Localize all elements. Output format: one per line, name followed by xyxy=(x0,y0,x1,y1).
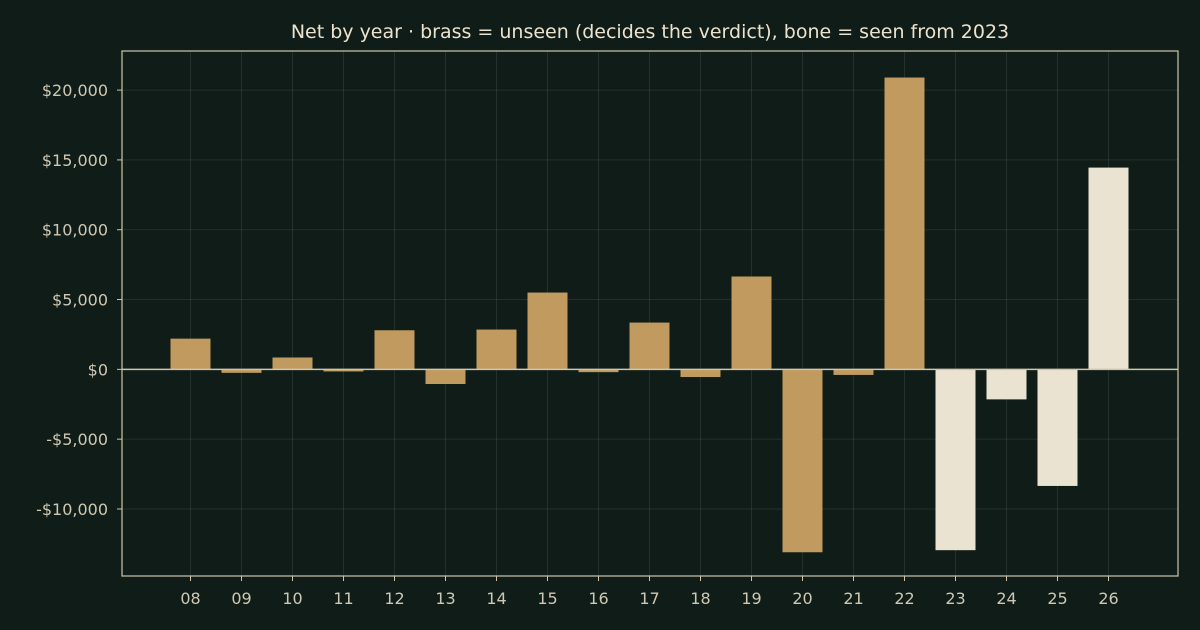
y-tick-label: $5,000 xyxy=(52,291,108,310)
bar-23 xyxy=(935,369,976,551)
x-tick-label: 22 xyxy=(894,589,914,608)
x-axis-ticks: 08 09 10 11 12 13 14 15 16 17 18 19 20 21 22 23 24 25 26 xyxy=(180,576,1119,608)
bar-20 xyxy=(782,369,823,553)
bar-14 xyxy=(476,329,517,370)
bar-18 xyxy=(680,369,721,378)
x-tick-label: 20 xyxy=(792,589,812,608)
bar-24 xyxy=(986,369,1027,400)
bar-19 xyxy=(731,276,772,370)
bar-11 xyxy=(323,369,364,372)
y-axis-ticks: -$10,000 -$5,000 $0 $5,000 $10,000 $15,000 $20… xyxy=(36,81,122,519)
x-tick-label: 21 xyxy=(843,589,863,608)
y-tick-label: -$10,000 xyxy=(36,500,108,519)
y-tick-label: -$5,000 xyxy=(46,430,108,449)
x-tick-label: 15 xyxy=(537,589,557,608)
bar-25 xyxy=(1037,369,1078,486)
x-tick-label: 09 xyxy=(231,589,251,608)
x-tick-label: 19 xyxy=(741,589,761,608)
y-tick-label: $15,000 xyxy=(42,151,108,170)
chart-title: Net by year · brass = unseen (decides th… xyxy=(291,21,1009,43)
plot-frame xyxy=(121,50,1179,577)
x-tick-label: 25 xyxy=(1047,589,1067,608)
bar-12 xyxy=(374,330,415,370)
x-tick-label: 16 xyxy=(588,589,608,608)
x-tick-label: 12 xyxy=(384,589,404,608)
x-tick-label: 23 xyxy=(945,589,965,608)
bar-13 xyxy=(425,369,466,385)
bar-15 xyxy=(527,292,568,370)
bar-10 xyxy=(272,357,313,370)
bars xyxy=(170,77,1129,553)
bar-21 xyxy=(833,369,874,375)
x-tick-label: 18 xyxy=(690,589,710,608)
x-tick-label: 14 xyxy=(486,589,506,608)
grid-lines xyxy=(122,51,1178,576)
bar-22 xyxy=(884,77,925,370)
bar-09 xyxy=(221,369,262,373)
y-tick-label: $10,000 xyxy=(42,221,108,240)
bar-08 xyxy=(170,338,211,370)
y-tick-label: $0 xyxy=(88,360,108,379)
bar-17 xyxy=(629,322,670,370)
bar-16 xyxy=(578,369,619,373)
x-tick-label: 13 xyxy=(435,589,455,608)
x-tick-label: 10 xyxy=(282,589,302,608)
x-tick-label: 11 xyxy=(333,589,353,608)
bar-26 xyxy=(1088,167,1129,370)
x-tick-label: 17 xyxy=(639,589,659,608)
x-tick-label: 24 xyxy=(996,589,1016,608)
x-tick-label: 08 xyxy=(180,589,200,608)
x-tick-label: 26 xyxy=(1098,589,1118,608)
y-tick-label: $20,000 xyxy=(42,81,108,100)
